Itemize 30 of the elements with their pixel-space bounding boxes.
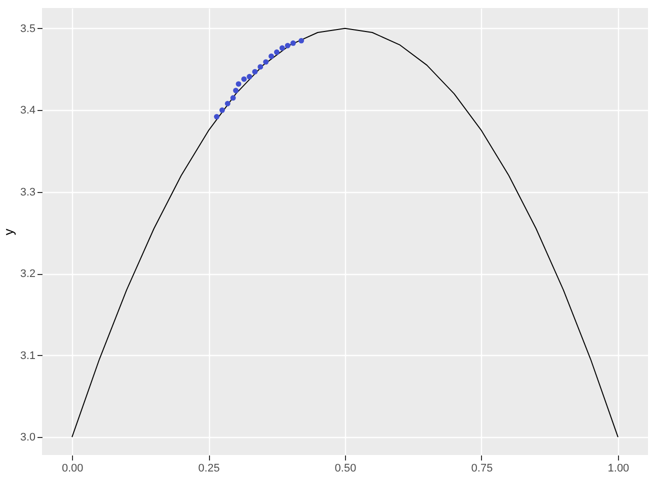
point [290,40,296,46]
point [284,42,290,48]
y-tick-label: 3.0 [20,432,36,444]
y-tick-label: 3.4 [20,104,36,117]
point [263,59,269,65]
point [279,45,285,51]
x-tick-label: 0.75 [471,462,493,474]
line-series [72,28,618,438]
point [258,64,264,70]
y-tick-label: 3.2 [20,268,36,280]
point [252,69,258,74]
point [219,107,225,113]
y-axis-title: y [1,228,16,236]
y-tick-label: 3.1 [20,350,36,362]
point [214,114,220,120]
point [241,76,247,82]
point [298,38,304,44]
y-tick-label: 3.5 [20,22,36,35]
point [268,53,274,59]
x-tick-label: 1.00 [608,462,630,474]
point [233,88,239,94]
point [236,81,242,87]
y-tick-label: 3.3 [20,186,36,198]
point [230,95,236,101]
point [224,100,230,106]
point [274,49,280,55]
point [246,74,252,80]
x-tick-label: 0.50 [334,462,356,474]
x-tick-label: 0.00 [62,462,84,474]
x-tick-label: 0.25 [198,462,220,474]
